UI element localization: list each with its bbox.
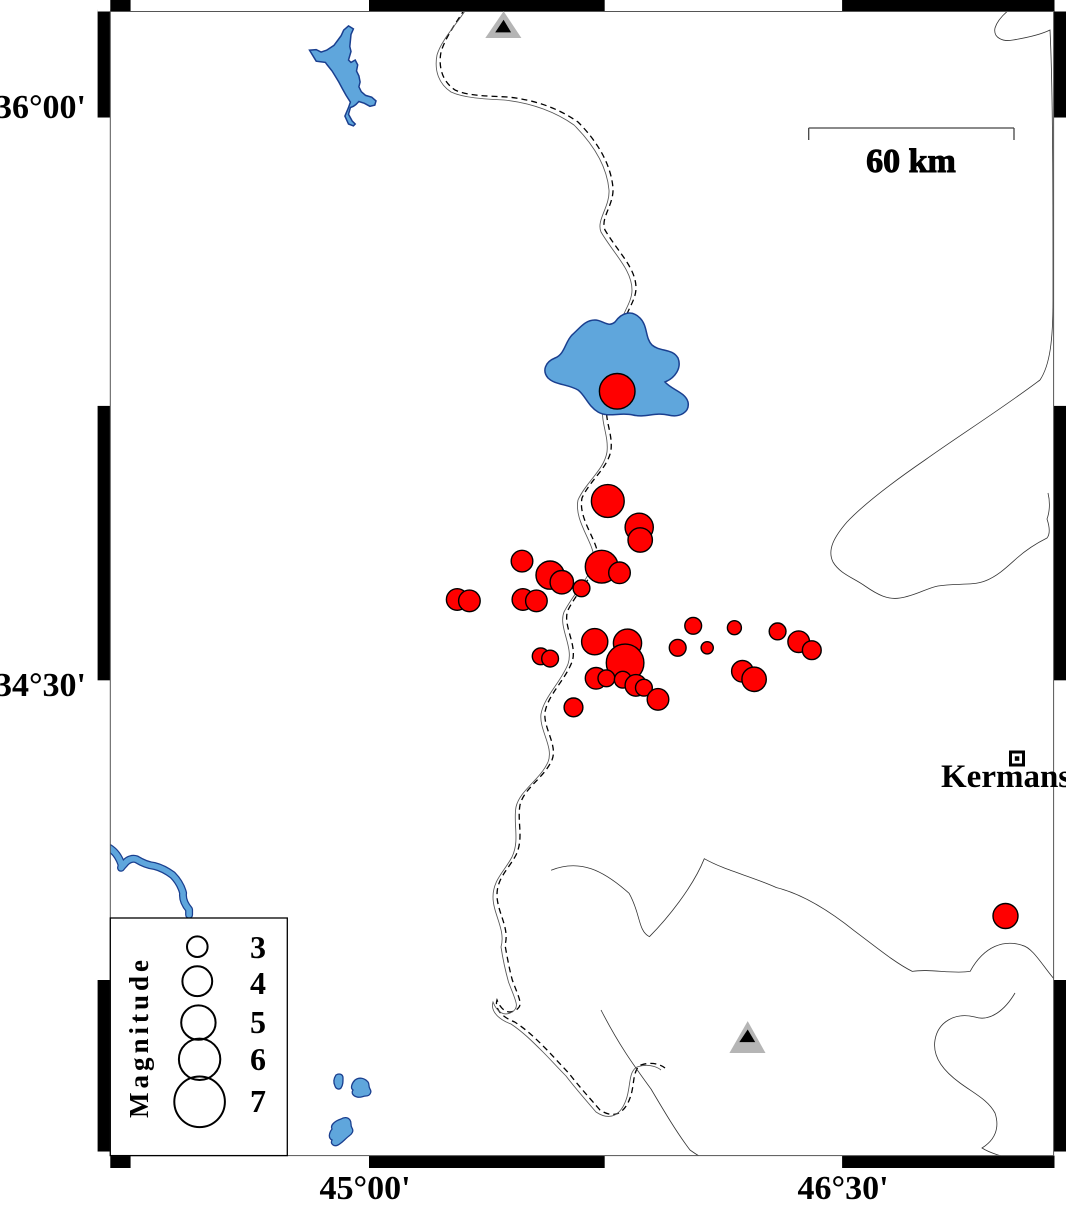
svg-text:Magnitude: Magnitude — [124, 956, 154, 1118]
svg-text:3: 3 — [250, 929, 266, 965]
svg-text:7: 7 — [250, 1083, 266, 1119]
svg-text:45°00': 45°00' — [319, 1170, 410, 1205]
svg-text:34°30': 34°30' — [0, 667, 86, 704]
svg-text:46°30': 46°30' — [797, 1170, 888, 1205]
svg-text:6: 6 — [250, 1041, 266, 1077]
svg-text:4: 4 — [250, 965, 266, 1001]
svg-text:Kermanshah: Kermanshah — [941, 759, 1066, 795]
svg-text:36°00': 36°00' — [0, 89, 86, 126]
svg-text:5: 5 — [250, 1004, 266, 1040]
svg-text:60 km: 60 km — [866, 143, 956, 180]
